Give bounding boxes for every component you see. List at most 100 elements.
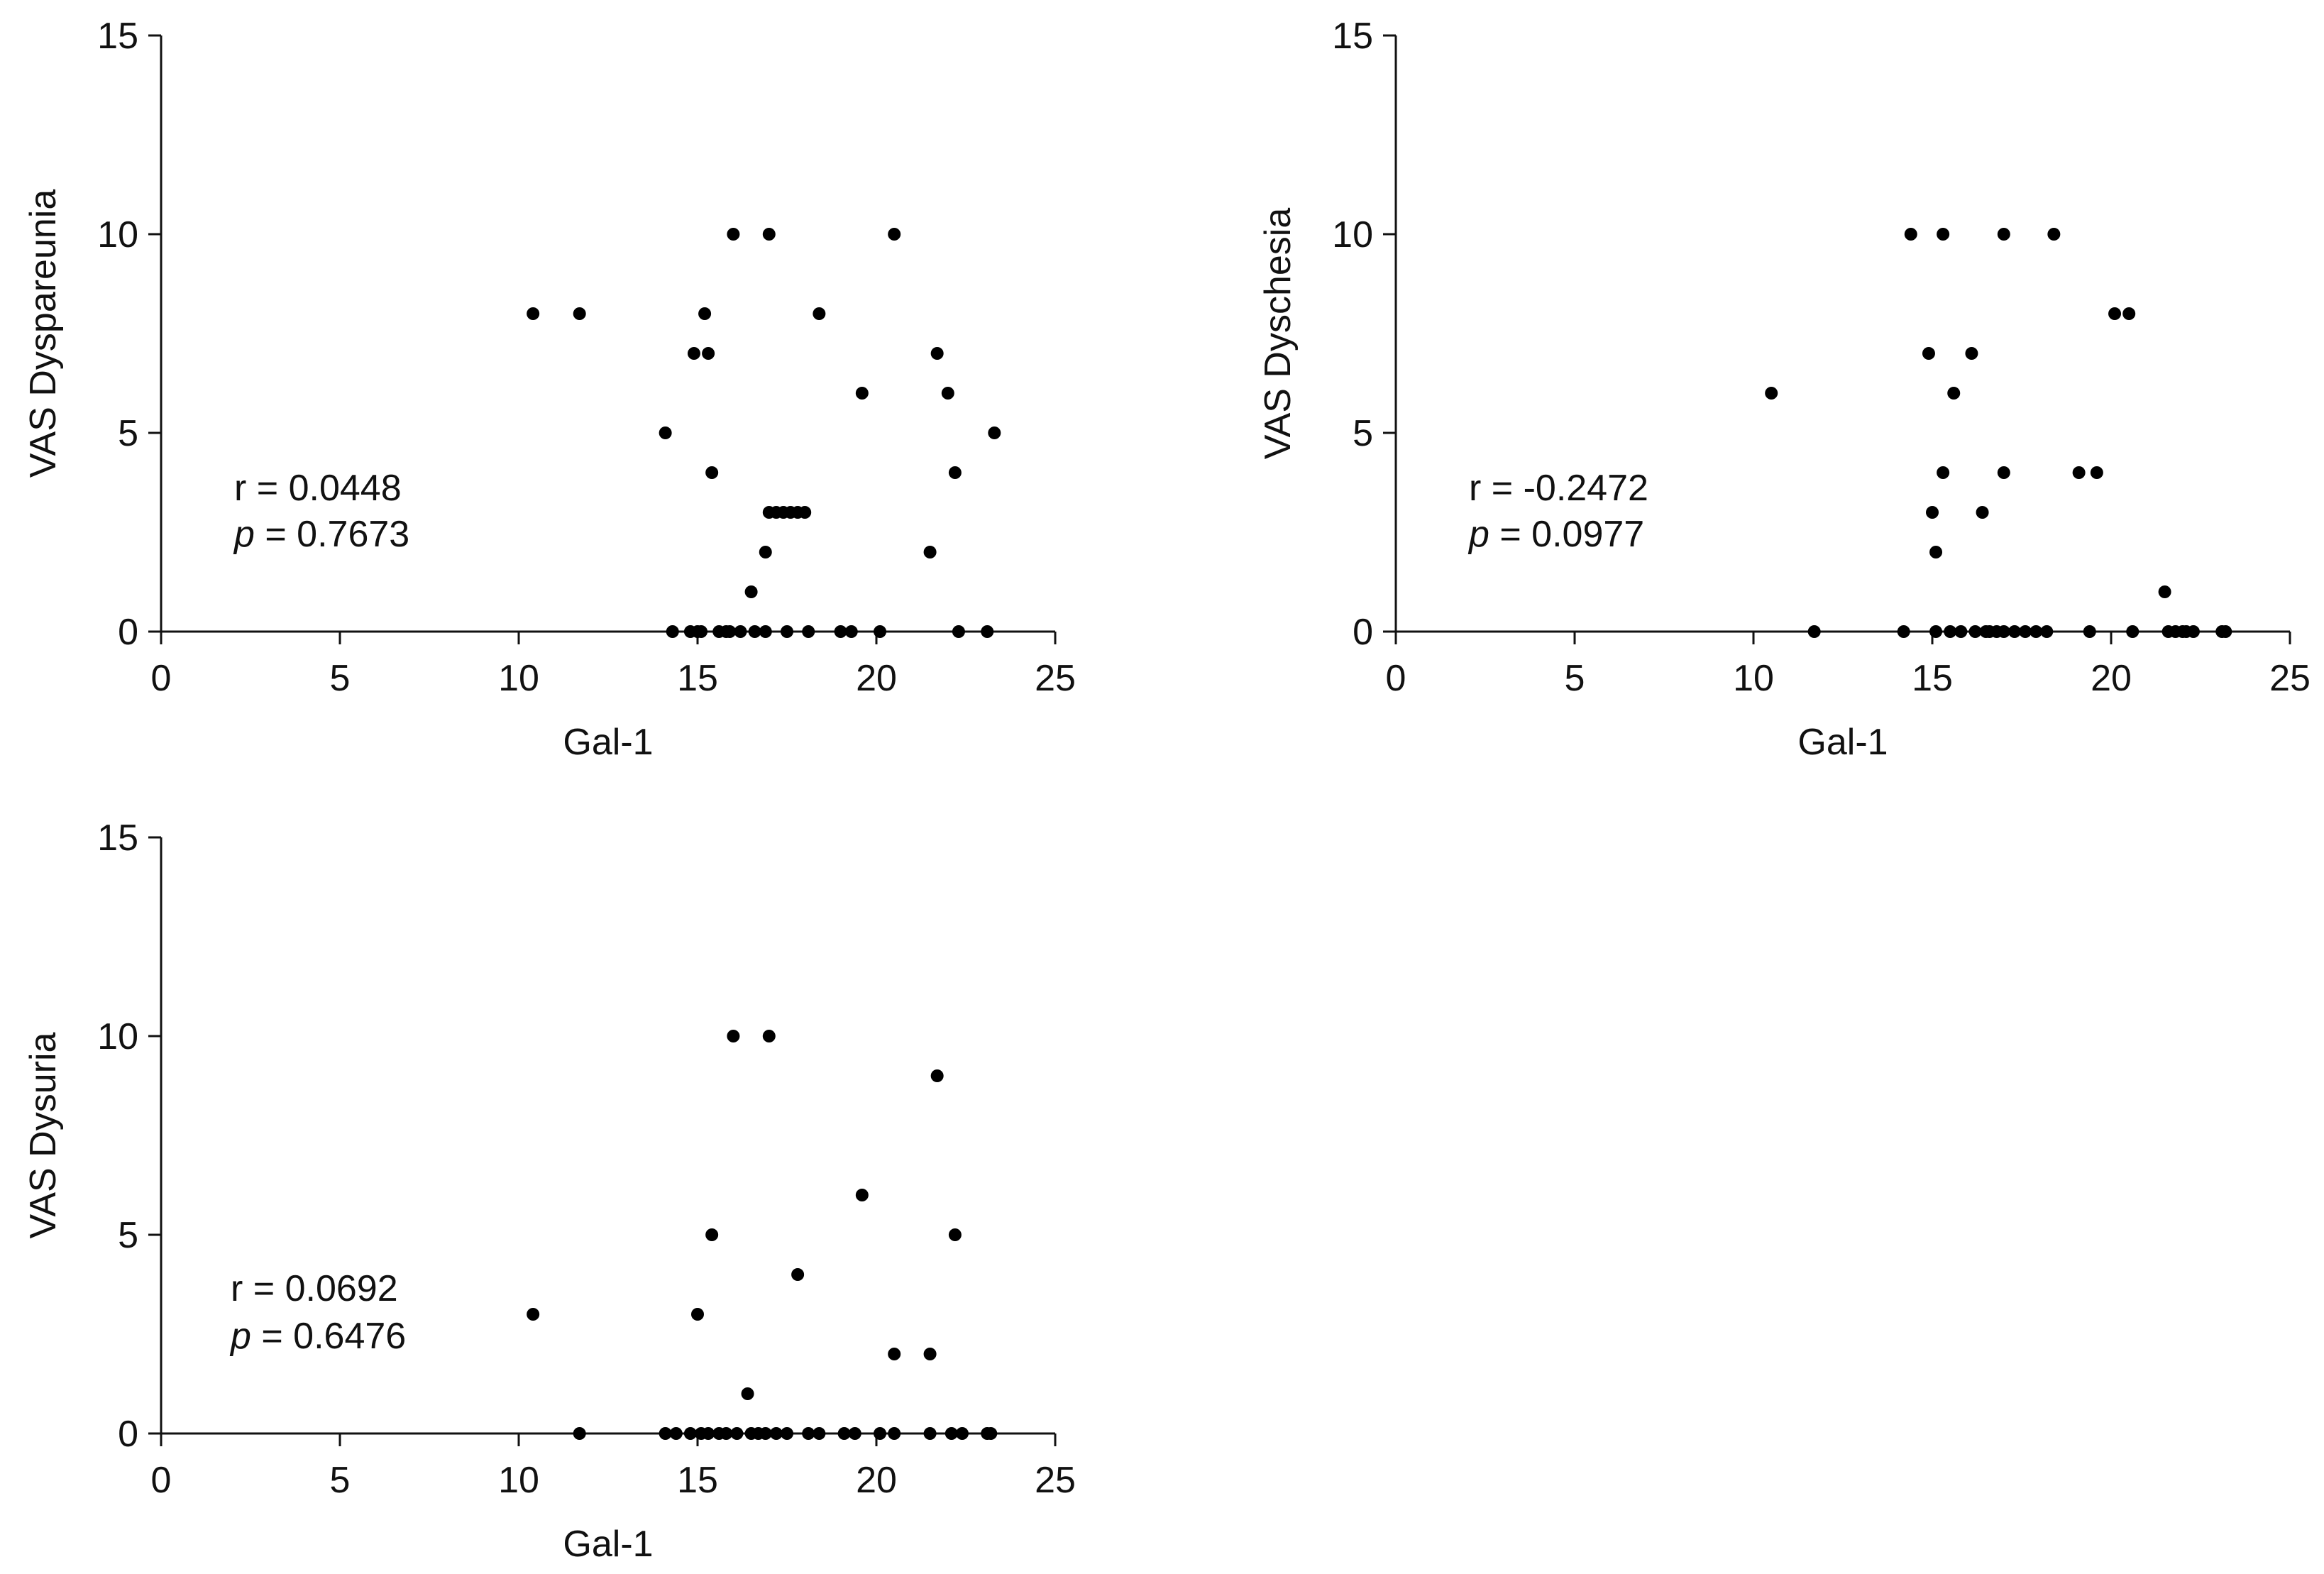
axes: 0 5 10 15 20 25 0 5 10 15 xyxy=(97,16,1076,699)
data-point xyxy=(888,1427,901,1440)
data-point xyxy=(683,1427,697,1440)
x-tick-label: 5 xyxy=(330,1460,351,1501)
y-tick-label: 10 xyxy=(97,214,138,255)
y-axis-title: VAS Dysuria xyxy=(23,1032,64,1238)
data-point xyxy=(702,1427,715,1440)
x-tick-label: 0 xyxy=(151,658,172,699)
data-point xyxy=(691,1308,704,1321)
data-point xyxy=(2019,625,2032,638)
data-point xyxy=(834,625,847,638)
data-point xyxy=(1997,466,2010,479)
y-axis-title: VAS Dyspareunia xyxy=(23,189,64,478)
data-point xyxy=(727,1030,740,1042)
data-point xyxy=(923,1348,937,1360)
data-point xyxy=(1929,625,1943,638)
data-point xyxy=(2219,625,2232,638)
data-point xyxy=(695,625,708,638)
points xyxy=(527,1030,998,1440)
data-point xyxy=(2040,625,2054,638)
data-point xyxy=(705,1228,719,1241)
data-point xyxy=(1807,625,1821,638)
data-point xyxy=(923,546,937,558)
data-point xyxy=(573,1427,586,1440)
p-symbol: p xyxy=(233,514,255,555)
r-statistic: r = 0.0692 xyxy=(231,1268,398,1309)
data-point xyxy=(930,1069,944,1082)
data-point xyxy=(2158,585,2171,598)
p-value: = 0.7673 xyxy=(255,514,409,555)
x-axis-title: Gal-1 xyxy=(563,722,653,763)
y-tick-label: 15 xyxy=(97,16,138,57)
data-point xyxy=(855,387,869,400)
data-point xyxy=(2090,466,2103,479)
data-point xyxy=(730,1427,744,1440)
data-point xyxy=(1937,466,1950,479)
p-value: = 0.0977 xyxy=(1489,514,1644,555)
data-point xyxy=(888,1348,901,1360)
p-value: = 0.6476 xyxy=(251,1316,406,1357)
x-tick-label: 25 xyxy=(1035,1460,1076,1501)
data-point xyxy=(1997,228,2010,241)
data-point xyxy=(666,625,679,638)
data-point xyxy=(813,307,826,320)
p-symbol: p xyxy=(1467,514,1489,555)
data-point xyxy=(1926,506,1939,519)
data-point xyxy=(1922,347,1935,360)
data-point xyxy=(2122,307,2136,320)
x-tick-label: 15 xyxy=(677,658,718,699)
data-point xyxy=(762,228,776,241)
data-point xyxy=(727,228,740,241)
x-tick-label: 20 xyxy=(856,1460,897,1501)
data-point xyxy=(687,347,700,360)
y-tick-label: 0 xyxy=(118,612,138,653)
data-point xyxy=(848,1427,861,1440)
x-tick-label: 5 xyxy=(1565,658,1585,699)
x-tick-label: 25 xyxy=(1035,658,1076,699)
data-point xyxy=(981,625,994,638)
data-point xyxy=(798,506,812,519)
data-point xyxy=(945,1427,958,1440)
y-tick-label: 10 xyxy=(97,1016,138,1057)
data-point xyxy=(2030,625,2043,638)
data-point xyxy=(844,625,858,638)
data-point xyxy=(813,1427,826,1440)
x-tick-label: 15 xyxy=(1912,658,1953,699)
data-point xyxy=(702,347,715,360)
data-point xyxy=(1976,506,1989,519)
data-point xyxy=(781,625,793,638)
axes: 0 5 10 15 20 25 0 5 10 15 xyxy=(97,818,1076,1501)
data-point xyxy=(888,228,901,241)
x-tick-label: 5 xyxy=(330,658,351,699)
data-point xyxy=(855,1189,869,1201)
data-point xyxy=(1904,228,1917,241)
points xyxy=(527,228,1001,638)
data-point xyxy=(759,1427,772,1440)
x-tick-label: 10 xyxy=(498,658,539,699)
data-point xyxy=(781,1427,793,1440)
y-axis-title: VAS Dyschesia xyxy=(1257,208,1299,460)
x-tick-label: 20 xyxy=(856,658,897,699)
data-point xyxy=(659,1427,672,1440)
y-tick-label: 0 xyxy=(118,1414,138,1455)
data-point xyxy=(1937,228,1950,241)
data-point xyxy=(2108,307,2122,320)
p-statistic: p = 0.7673 xyxy=(233,514,409,555)
x-tick-label: 20 xyxy=(2091,658,2132,699)
data-point xyxy=(941,387,954,400)
y-tick-label: 10 xyxy=(1332,214,1373,255)
data-point xyxy=(837,1427,851,1440)
data-point xyxy=(705,466,719,479)
x-tick-label: 15 xyxy=(677,1460,718,1501)
x-tick-label: 0 xyxy=(1386,658,1406,699)
data-point xyxy=(527,307,540,320)
data-point xyxy=(2072,466,2086,479)
data-point xyxy=(955,1427,969,1440)
data-point xyxy=(734,625,747,638)
data-point xyxy=(769,1427,783,1440)
data-point xyxy=(984,1427,998,1440)
data-point xyxy=(744,585,758,598)
data-point xyxy=(1968,625,1982,638)
y-tick-label: 0 xyxy=(1353,612,1373,653)
panel-dysuria: 0 5 10 15 20 25 0 5 10 15 Gal-1 VAS Dysuria r = 0… xyxy=(23,818,1076,1565)
x-axis-title: Gal-1 xyxy=(1797,722,1888,763)
